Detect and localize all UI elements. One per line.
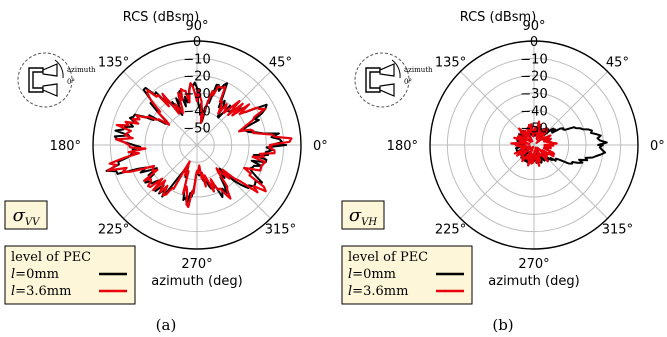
polar-frame xyxy=(92,40,302,250)
radial-tick-label: −30 xyxy=(520,87,547,102)
series-line-36mm xyxy=(510,120,558,167)
radial-tick-label: −30 xyxy=(183,87,210,102)
angle-tick-label: 180° xyxy=(50,139,81,154)
legend-title: level of PEC xyxy=(11,250,91,265)
inset-zero-label: 0° xyxy=(67,78,75,86)
polar-grid xyxy=(93,41,301,249)
series-line-36mm xyxy=(106,82,293,209)
legend-rest: =3.6mm xyxy=(15,284,71,299)
inset-circle xyxy=(354,52,410,108)
radial-tick-label: −20 xyxy=(520,70,547,85)
azimuth-arrow-icon xyxy=(391,59,401,79)
radial-axis-label: RCS (dBsm) xyxy=(123,10,200,25)
sigma-subscript: VH xyxy=(361,217,377,228)
legend-entry-label: l=3.6mm xyxy=(11,284,71,299)
angular-axis-label: azimuth (deg) xyxy=(488,274,579,289)
radial-tick-label: −10 xyxy=(183,52,210,67)
angle-tick-label: 225° xyxy=(98,222,129,237)
radial-axis-label: RCS (dBsm) xyxy=(460,10,537,25)
angle-tick-label: 315° xyxy=(265,222,296,237)
grid-spoke xyxy=(196,144,271,219)
radial-tick-label: −40 xyxy=(520,104,547,119)
panel-a: 0 −10 −20 −30 −40 −50 90° 45° 0° 315° 270° 225° 180°… xyxy=(4,10,328,334)
angle-tick-label: 135° xyxy=(98,56,129,71)
azimuth-arrow-icon xyxy=(54,59,64,79)
panel-caption: (a) xyxy=(156,316,177,334)
legend-entry-label: l=0mm xyxy=(348,267,396,282)
angle-tick-label: 180° xyxy=(387,139,418,154)
sigma-box xyxy=(341,200,385,230)
angle-tick-label: 0° xyxy=(650,139,665,154)
angular-axis-label: azimuth (deg) xyxy=(151,274,242,289)
horn-icon-top xyxy=(379,63,395,77)
legend-italic: l xyxy=(11,284,15,299)
grid-spoke xyxy=(123,71,198,146)
radial-tick-label: 0 xyxy=(193,35,201,50)
inset-azimuth-label: azimuth xyxy=(67,66,96,74)
angle-tick-label: 135° xyxy=(435,56,466,71)
inset-zero-label: 0° xyxy=(404,78,412,86)
waveguide-icon xyxy=(365,67,381,93)
radial-tick-label: −20 xyxy=(183,70,210,85)
legend-italic: l xyxy=(348,284,352,299)
radial-tick-label: −50 xyxy=(183,122,210,137)
legend-title: level of PEC xyxy=(348,250,428,265)
panel-b: 0 −10 −20 −30 −40 −50 90° 45° 0° 315° 270° 225° 180°… xyxy=(341,10,665,334)
radial-tick-label: −10 xyxy=(520,52,547,67)
legend-entry-label: l=3.6mm xyxy=(348,284,408,299)
radial-tick-label: 0 xyxy=(530,35,538,50)
angle-tick-label: 270° xyxy=(181,257,212,272)
waveguide-icon xyxy=(28,67,44,93)
antenna-inset: azimuth 0° xyxy=(17,52,96,108)
horn-icon-bottom xyxy=(42,83,58,97)
angle-tick-label: 315° xyxy=(602,222,633,237)
sigma-subscript: VV xyxy=(25,217,41,228)
series-line-0mm xyxy=(105,81,288,206)
legend-entry-label: l=0mm xyxy=(11,267,59,282)
legend-rest: =0mm xyxy=(15,267,59,282)
radial-tick-label: −40 xyxy=(183,104,210,119)
angle-tick-label: 45° xyxy=(606,56,629,71)
legend-rest: =3.6mm xyxy=(352,284,408,299)
angle-tick-label: 225° xyxy=(435,222,466,237)
angle-tick-label: 45° xyxy=(269,56,292,71)
radial-tick-label: −50 xyxy=(520,122,547,137)
horn-icon-bottom xyxy=(379,83,395,97)
horn-icon-top xyxy=(42,63,58,77)
legend-italic: l xyxy=(11,267,15,282)
angle-tick-label: 90° xyxy=(185,19,208,34)
panel-caption: (b) xyxy=(492,316,513,334)
inset-azimuth-label: azimuth xyxy=(404,66,433,74)
sigma-box xyxy=(4,200,48,230)
polar-frame xyxy=(429,40,639,250)
angle-tick-label: 270° xyxy=(518,257,549,272)
legend-italic: l xyxy=(348,267,352,282)
inset-circle xyxy=(17,52,73,108)
angle-tick-label: 0° xyxy=(313,139,328,154)
angle-tick-label: 90° xyxy=(522,19,545,34)
antenna-inset: azimuth 0° xyxy=(354,52,433,108)
legend-rest: =0mm xyxy=(352,267,396,282)
